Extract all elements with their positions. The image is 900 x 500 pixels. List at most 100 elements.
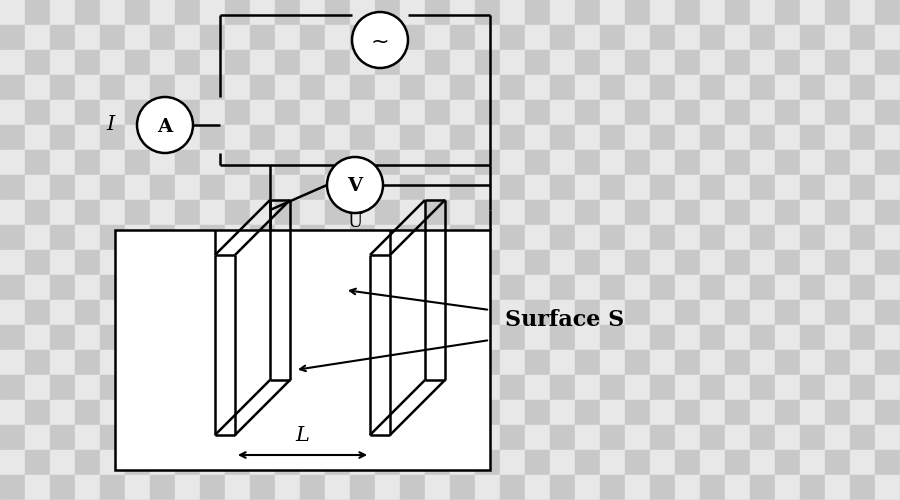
Bar [800, 400, 825, 425]
Bar [825, 275, 850, 300]
Bar [50, 400, 75, 425]
Bar [75, 325, 100, 350]
Bar [525, 400, 550, 425]
Bar [750, 25, 775, 50]
Bar [150, 450, 175, 475]
Bar [400, 275, 425, 300]
Bar [175, 225, 200, 250]
Bar [475, 350, 500, 375]
Bar [100, 475, 125, 500]
Bar [325, 25, 350, 50]
Bar [500, 125, 525, 150]
Bar [475, 475, 500, 500]
Bar [500, 425, 525, 450]
Bar [200, 25, 225, 50]
Bar [550, 400, 575, 425]
Bar [25, 200, 50, 225]
Bar [875, 425, 900, 450]
Bar [450, 250, 475, 275]
Bar [425, 475, 450, 500]
Bar [425, 275, 450, 300]
Bar [850, 350, 875, 375]
Bar [650, 0, 675, 25]
Bar [625, 300, 650, 325]
Bar [325, 125, 350, 150]
Bar [250, 50, 275, 75]
Bar [0, 450, 25, 475]
Bar [125, 175, 150, 200]
Bar [550, 475, 575, 500]
Bar [325, 200, 350, 225]
Bar [275, 75, 300, 100]
Bar [450, 300, 475, 325]
Bar [400, 50, 425, 75]
Bar [775, 100, 800, 125]
Bar [675, 75, 700, 100]
Bar [400, 300, 425, 325]
Bar [200, 325, 225, 350]
Bar [450, 325, 475, 350]
Bar [575, 250, 600, 275]
Bar [150, 250, 175, 275]
Bar [375, 325, 400, 350]
Bar [575, 400, 600, 425]
Bar [650, 50, 675, 75]
Bar [475, 325, 500, 350]
Bar [775, 475, 800, 500]
Bar [525, 0, 550, 25]
Bar [500, 225, 525, 250]
Bar [175, 50, 200, 75]
Bar [700, 50, 725, 75]
Bar [25, 350, 50, 375]
Bar [450, 375, 475, 400]
Bar [50, 100, 75, 125]
Bar [125, 425, 150, 450]
Bar [425, 200, 450, 225]
Bar [250, 400, 275, 425]
Bar [800, 50, 825, 75]
Bar [475, 175, 500, 200]
Bar [150, 225, 175, 250]
Bar [200, 450, 225, 475]
Bar [325, 475, 350, 500]
Bar [725, 25, 750, 50]
Bar [650, 250, 675, 275]
Bar [75, 225, 100, 250]
Bar [450, 175, 475, 200]
Bar [325, 300, 350, 325]
Bar [50, 450, 75, 475]
Bar [875, 475, 900, 500]
Bar [175, 350, 200, 375]
Bar [475, 375, 500, 400]
Bar [725, 100, 750, 125]
Bar [400, 375, 425, 400]
Bar [525, 300, 550, 325]
Bar [500, 450, 525, 475]
Bar [250, 25, 275, 50]
Bar [0, 50, 25, 75]
Bar [600, 125, 625, 150]
Bar [25, 225, 50, 250]
Bar [225, 325, 250, 350]
Bar [100, 50, 125, 75]
Bar [150, 275, 175, 300]
Bar [825, 150, 850, 175]
Bar [425, 125, 450, 150]
Bar [175, 425, 200, 450]
Bar [0, 400, 25, 425]
Circle shape [352, 12, 408, 68]
Bar [50, 125, 75, 150]
Bar [750, 250, 775, 275]
Bar [0, 0, 25, 25]
Bar [350, 475, 375, 500]
Bar [650, 350, 675, 375]
Bar [500, 250, 525, 275]
Bar [800, 75, 825, 100]
Bar [350, 225, 375, 250]
Bar [675, 175, 700, 200]
Bar [225, 250, 250, 275]
Bar [825, 325, 850, 350]
Bar [750, 100, 775, 125]
Bar [525, 25, 550, 50]
Bar [625, 25, 650, 50]
